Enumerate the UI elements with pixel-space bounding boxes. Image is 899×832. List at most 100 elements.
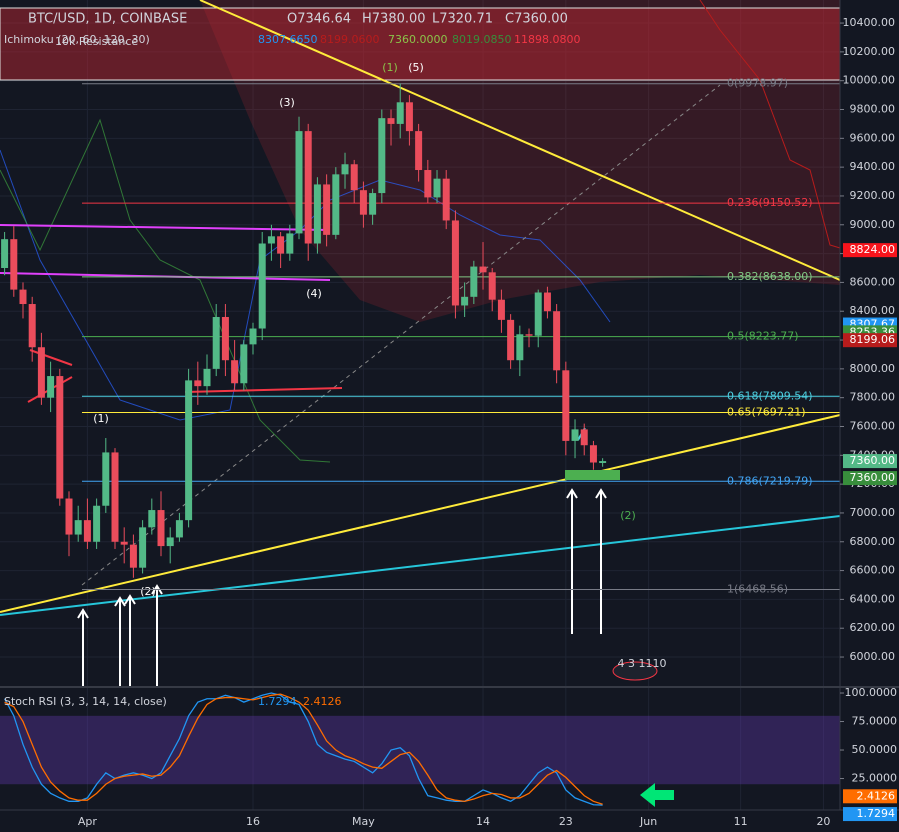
y-tick-label: 9600.00 <box>850 131 896 144</box>
candle-body <box>47 376 55 398</box>
candle-body <box>562 370 570 441</box>
ichimoku-span <box>699 0 841 249</box>
trend-line <box>199 0 841 281</box>
up-arrow <box>114 596 126 686</box>
candle-body <box>240 344 248 384</box>
candle-body <box>341 164 349 175</box>
candle-body <box>461 296 469 306</box>
up-arrow <box>77 608 89 686</box>
candle-body <box>10 239 18 290</box>
candle-body <box>120 541 128 545</box>
wave-label: (3) <box>279 96 295 109</box>
rsi-legend-value: 2.4126 <box>303 695 342 708</box>
candle-body <box>37 347 45 398</box>
candle-body <box>433 178 441 198</box>
event-flag: 4 3 1110 <box>612 657 667 681</box>
trend-line <box>29 349 73 366</box>
rsi-title: Stoch RSI (3, 3, 14, 14, close) <box>4 695 167 708</box>
price-badge-label: 8199.06 <box>850 333 896 346</box>
candle-body <box>369 193 377 215</box>
rsi-badge-label: 2.4126 <box>857 789 896 802</box>
candle-body <box>129 544 137 568</box>
fib-label: 0.236(9150.52) <box>727 196 813 209</box>
y-tick-label: 9000.00 <box>850 218 896 231</box>
y-tick-label: 50.0000 <box>852 743 898 756</box>
candle-body <box>313 184 321 244</box>
y-tick-label: 10400.00 <box>843 16 896 29</box>
wave-label: (2) <box>140 585 156 598</box>
candle-body <box>295 131 303 234</box>
candle-body <box>525 334 533 336</box>
price-badge <box>843 471 897 486</box>
candle-body <box>332 174 340 235</box>
candle-body <box>194 380 202 387</box>
candle-body <box>378 118 386 194</box>
candle-body <box>424 170 432 198</box>
candle-body <box>148 510 156 528</box>
highlight-box <box>565 470 620 480</box>
candle-body <box>323 184 331 235</box>
candle-body <box>405 102 413 132</box>
fib-label: 0.786(7219.79) <box>727 474 813 487</box>
ohlc-high: H7380.00 <box>362 12 426 27</box>
candle-body <box>488 272 496 300</box>
y-tick-label: 9800.00 <box>850 103 896 116</box>
candle-body <box>166 537 174 547</box>
fib-label: 0.382(8638.00) <box>727 270 813 283</box>
wave-label: (1) <box>382 61 398 74</box>
green-arrow <box>640 783 674 807</box>
candle-body <box>516 334 524 361</box>
candle-body <box>451 220 459 306</box>
wave-label: (1) <box>93 412 109 425</box>
indicator-value: 8199.0600 <box>320 33 380 46</box>
up-arrow <box>595 488 607 634</box>
candle-body <box>74 520 82 535</box>
up-arrow <box>124 594 136 686</box>
event-marker <box>612 661 658 681</box>
wave-labels: (1) (5) (3) (4) (1) (2) (2) <box>93 61 636 598</box>
candle-body <box>19 289 27 305</box>
candle-body <box>304 131 312 244</box>
rsi-legend-value: 1.7294 <box>258 695 297 708</box>
x-tick-label: Jun <box>639 815 657 828</box>
candle-body <box>534 292 542 336</box>
y-tick-label: 10200.00 <box>843 45 896 58</box>
candle-body <box>470 266 478 297</box>
candle-body <box>28 304 36 348</box>
y-tick-label: 6000.00 <box>850 650 896 663</box>
candle-body <box>267 236 275 244</box>
ohlc-open: O7346.64 <box>287 12 351 27</box>
x-tick-label: Apr <box>78 815 98 828</box>
ohlc-low: L7320.71 <box>432 12 493 27</box>
x-tick-label: 16 <box>246 815 260 828</box>
candle-body <box>203 368 211 387</box>
up-arrow <box>566 488 578 634</box>
fib-label: 0(9978.97) <box>727 77 788 90</box>
indicator-value: 8019.0850 <box>452 33 512 46</box>
indicator-name: Ichimoku (20, 60, 120, 30) <box>4 33 150 46</box>
candle-body <box>415 131 423 171</box>
candle-body <box>221 316 229 361</box>
rsi-band <box>0 715 840 785</box>
rsi-badge <box>843 807 897 822</box>
candle-body <box>111 452 119 542</box>
rsi-badge <box>843 789 897 804</box>
fib-label: 0.5(8223.77) <box>727 330 799 343</box>
candle-body <box>479 266 487 273</box>
y-tick-label: 100.0000 <box>845 686 898 699</box>
y-tick-label: 8000.00 <box>850 362 896 375</box>
candle-body <box>83 520 91 542</box>
y-tick-label: 6600.00 <box>850 564 896 577</box>
candle-body <box>387 118 395 124</box>
event-label: 4 3 1110 <box>618 657 667 670</box>
y-tick-label: 7800.00 <box>850 391 896 404</box>
candle-body <box>553 311 561 371</box>
price-badge-label: 7360.00 <box>850 454 896 467</box>
price-badge <box>843 333 897 348</box>
candle-body <box>507 319 515 361</box>
ichimoku-lagging-line <box>0 118 331 463</box>
price-badge-label: 8824.00 <box>850 243 896 256</box>
y-tick-label: 8400.00 <box>850 304 896 317</box>
x-tick-label: May <box>352 815 375 828</box>
